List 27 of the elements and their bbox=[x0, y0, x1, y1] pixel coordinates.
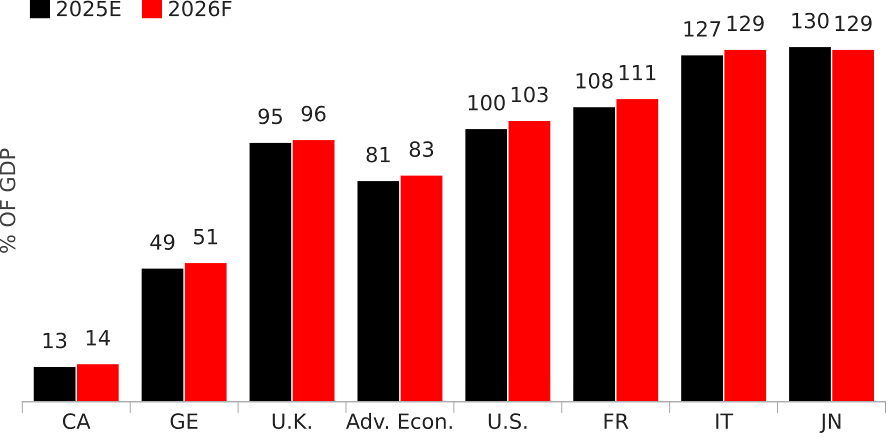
x-tick-label: FR bbox=[604, 414, 628, 429]
data-label: 129 bbox=[836, 16, 872, 32]
x-tick-label: CA bbox=[62, 413, 90, 430]
data-label: 13 bbox=[44, 332, 66, 348]
data-label: 129 bbox=[728, 16, 764, 32]
data-label: 96 bbox=[302, 106, 326, 122]
legend-label: 2026F bbox=[169, 0, 232, 16]
data-label: 83 bbox=[410, 141, 434, 158]
data-label: 130 bbox=[792, 12, 829, 29]
data-label: 51 bbox=[194, 229, 218, 244]
data-label: 111 bbox=[620, 64, 656, 80]
legend-label: 2025E bbox=[57, 0, 120, 16]
data-label: 81 bbox=[366, 146, 390, 162]
data-label: 49 bbox=[150, 234, 174, 250]
data-label: 14 bbox=[86, 330, 110, 346]
data-label: 127 bbox=[684, 20, 720, 36]
data-label: 95 bbox=[258, 108, 282, 124]
x-tick-label: Adv. Econ. bbox=[346, 412, 452, 430]
y-axis-title: % OF GDP bbox=[0, 148, 16, 253]
x-tick-label: U.S. bbox=[488, 413, 526, 430]
x-tick-label: GE bbox=[170, 413, 198, 430]
data-label: 100 bbox=[468, 94, 505, 111]
x-tick-label: U.K. bbox=[272, 414, 311, 430]
data-label: 103 bbox=[512, 86, 548, 102]
data-label: 108 bbox=[576, 72, 613, 89]
x-tick-label: JN bbox=[820, 414, 840, 433]
x-tick-label: IT bbox=[716, 414, 734, 429]
